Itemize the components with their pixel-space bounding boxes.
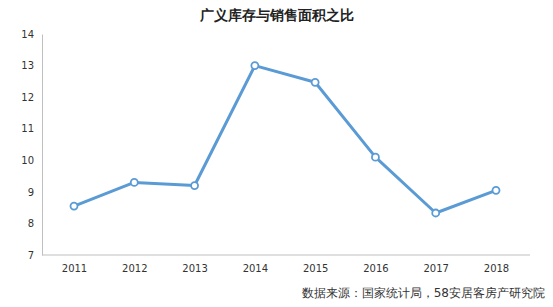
x-tick: 2016 [363, 255, 388, 274]
x-tick-label: 2016 [363, 263, 388, 274]
y-tick: 14 [21, 29, 42, 40]
x-tick-label: 2013 [182, 263, 207, 274]
y-axis-line [42, 35, 43, 256]
y-tick: 9 [28, 187, 42, 198]
y-tick-label: 12 [21, 92, 34, 103]
marker [251, 62, 258, 69]
line [74, 66, 496, 213]
x-tick-label: 2015 [303, 263, 328, 274]
y-tick: 8 [28, 218, 42, 229]
x-tick: 2015 [303, 255, 328, 274]
x-tick-label: 2018 [484, 263, 509, 274]
y-tick: 12 [21, 92, 42, 103]
y-tick: 10 [21, 155, 42, 166]
x-tick: 2017 [423, 255, 448, 274]
marker [191, 182, 198, 189]
x-tick: 2013 [182, 255, 207, 274]
x-tick-label: 2011 [62, 263, 87, 274]
title: 广义库存与销售面积之比 [199, 7, 354, 23]
y-tick: 7 [28, 250, 42, 261]
y-tick-label: 14 [21, 29, 34, 40]
x-tick-label: 2012 [122, 263, 147, 274]
x-axis-line [42, 255, 530, 256]
x-tick: 2014 [243, 255, 268, 274]
y-tick-label: 7 [28, 250, 34, 261]
marker [372, 154, 379, 161]
marker [71, 203, 78, 210]
marker [131, 179, 138, 186]
x-tick-label: 2017 [423, 263, 448, 274]
x-tick: 2012 [122, 255, 147, 274]
x-tick-label: 2014 [243, 263, 268, 274]
y-tick-label: 10 [21, 155, 34, 166]
marker [312, 79, 319, 86]
marker [432, 210, 439, 217]
y-tick-label: 9 [28, 187, 34, 198]
y-tick-label: 8 [28, 218, 34, 229]
y-tick: 11 [21, 123, 42, 134]
plot-area [71, 62, 500, 216]
y-tick-label: 13 [21, 60, 34, 71]
x-tick: 2011 [62, 255, 87, 274]
y-tick: 13 [21, 60, 42, 71]
chart: 广义库存与销售面积之比 7 8 9 10 11 12 13 14 2011 2012 2013 2014… [0, 0, 553, 307]
source-note: 数据来源：国家统计局，58安居客房产研究院 [302, 286, 545, 300]
x-axis: 2011 2012 2013 2014 2015 2016 2017 2018 [42, 255, 530, 274]
y-tick-label: 11 [21, 123, 34, 134]
marker [493, 187, 500, 194]
x-tick: 2018 [484, 255, 509, 274]
y-axis: 7 8 9 10 11 12 13 14 [21, 29, 42, 261]
